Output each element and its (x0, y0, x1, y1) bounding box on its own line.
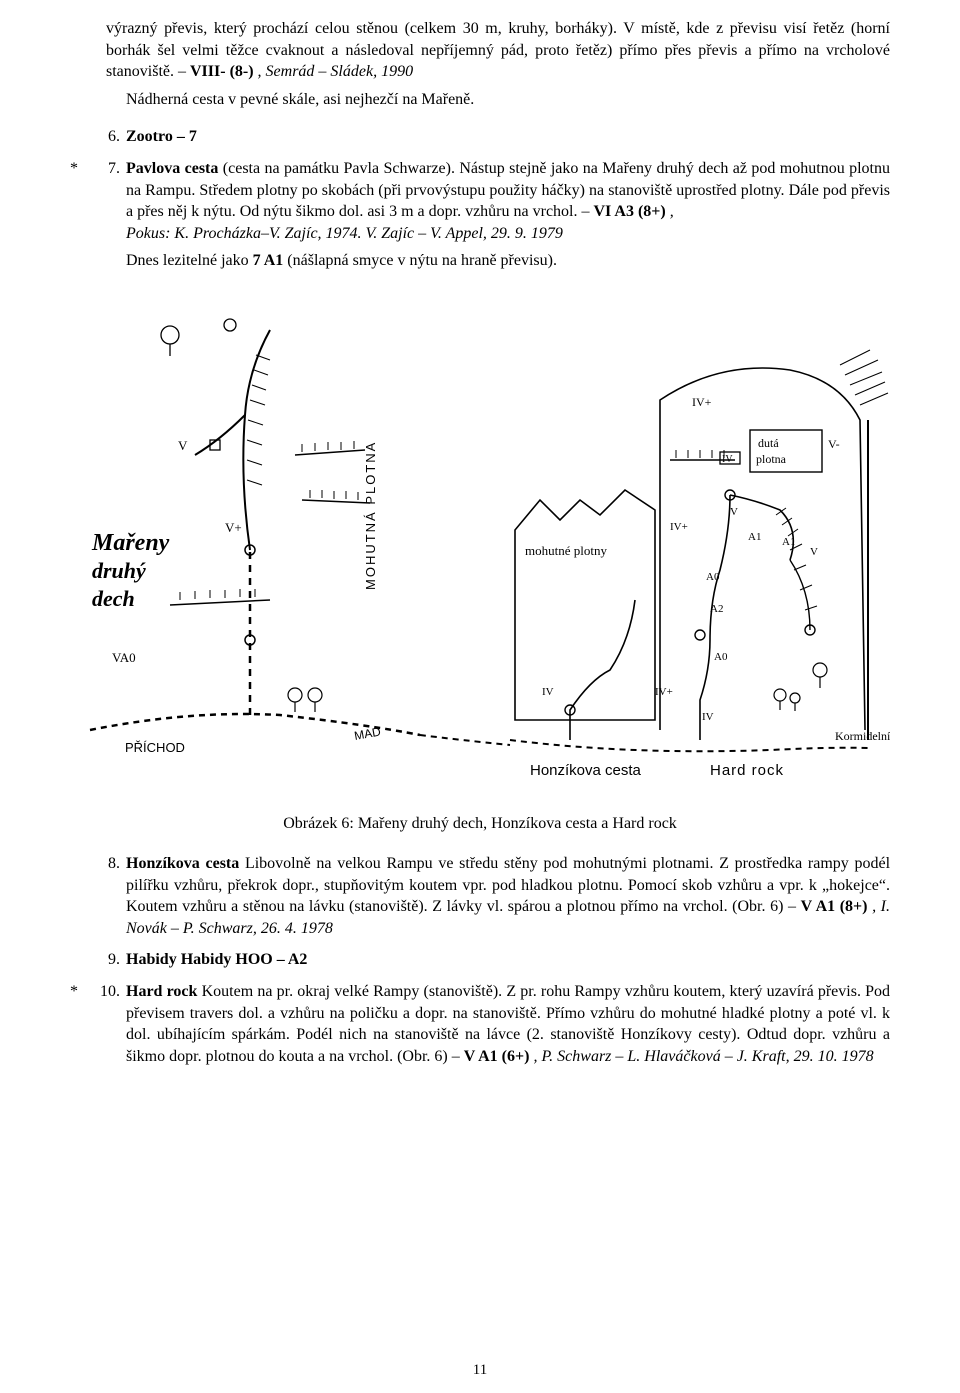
label-mohutna-plotna: MOHUTNÁ PLOTNA (363, 441, 378, 590)
item-number: 9. (90, 949, 126, 971)
item-number: 6. (90, 126, 126, 148)
label-a0a: A0 (706, 571, 720, 583)
label-plotna: plotna (756, 452, 787, 466)
label-duta: dutá (758, 436, 779, 450)
item-title: Zootro – 7 (126, 128, 197, 145)
label-v1: V (178, 438, 188, 453)
label-hardrock: Hard rock (710, 762, 784, 779)
label-v3: V (810, 546, 818, 558)
subnote-b: (nášlapná smyce v nýtu na hraně převisu)… (287, 252, 557, 269)
label-iv2: IV (542, 686, 554, 698)
label-a1a: A1 (748, 531, 761, 543)
label-va0: VA0 (112, 650, 136, 665)
label-honzikova: Honzíkova cesta (530, 762, 642, 779)
subnote-bold: 7 A1 (253, 252, 284, 269)
label-mad: MAD (353, 724, 382, 742)
list-item: 9. Habidy Habidy HOO – A2 (70, 949, 890, 971)
item-star: * (70, 158, 90, 244)
diagram-svg: PŘÍCHOD MAD VA0 (70, 300, 890, 780)
label-ivplus-top: IV+ (692, 395, 712, 409)
label-kormidelnik: Kormidelník (835, 729, 890, 743)
label-mohutne-plotny: mohutné plotny (525, 543, 607, 558)
item-body: Libovolně na velkou Rampu ve středu stěn… (126, 855, 890, 915)
item-title: Honzíkova cesta (126, 855, 239, 872)
item-body: (cesta na památku Pavla Schwarze). Nástu… (126, 160, 890, 220)
item-number: 7. (90, 158, 126, 244)
list-item: 6. Zootro – 7 (70, 126, 890, 148)
item-subnote: Dnes lezitelné jako 7 A1 (nášlapná smyce… (126, 250, 890, 272)
item-title: Habidy Habidy HOO – A2 (126, 951, 307, 968)
label-a2: A2 (710, 603, 723, 615)
item-star (70, 949, 90, 971)
list-item: * 10. Hard rock Koutem na pr. okraj velk… (70, 981, 890, 1067)
intro-authors: , Semrád – Sládek, 1990 (258, 63, 414, 80)
item-grade: V A1 (6+) (464, 1048, 530, 1065)
figure-caption: Obrázek 6: Mařeny druhý dech, Honzíkova … (70, 815, 890, 833)
intro-subnote: Nádherná cesta v pevné skále, asi nejhez… (126, 89, 890, 111)
item-star (70, 853, 90, 939)
title-druhy: druhý (92, 558, 146, 583)
label-iv-box: IV (722, 454, 733, 465)
item-number: 10. (90, 981, 126, 1067)
item-star (70, 126, 90, 148)
page: výrazný převis, který prochází celou stě… (0, 0, 960, 1393)
label-ivplus2: IV+ (670, 521, 688, 533)
item-star: * (70, 981, 90, 1067)
label-vplus: V+ (225, 520, 242, 535)
label-prichod: PŘÍCHOD (125, 740, 185, 755)
item-number: 8. (90, 853, 126, 939)
page-number: 11 (0, 1362, 960, 1379)
label-v2: V (730, 506, 738, 518)
label-a0b: A0 (714, 651, 728, 663)
title-dech: dech (92, 586, 135, 611)
list-item: * 7. Pavlova cesta (cesta na památku Pav… (70, 158, 890, 244)
intro-grade: VIII- (8-) (190, 63, 254, 80)
label-ivplus3: IV+ (655, 686, 673, 698)
label-vminus: V- (828, 437, 840, 451)
item-title: Hard rock (126, 983, 197, 1000)
item-authors: , P. Schwarz – L. Hlaváčková – J. Kraft,… (533, 1048, 873, 1065)
label-iv3: IV (702, 711, 714, 723)
figure: PŘÍCHOD MAD VA0 (70, 300, 890, 785)
item-grade: V A1 (8+) (801, 898, 868, 915)
intro-paragraph: výrazný převis, který prochází celou stě… (106, 18, 890, 83)
label-a1b: A1 (782, 536, 795, 548)
subnote-a: Dnes lezitelné jako (126, 252, 253, 269)
item-title: Pavlova cesta (126, 160, 218, 177)
list-item: 8. Honzíkova cesta Libovolně na velkou R… (70, 853, 890, 939)
item-grade: VI A3 (8+) (593, 203, 665, 220)
title-mareny: Mařeny (91, 530, 170, 556)
